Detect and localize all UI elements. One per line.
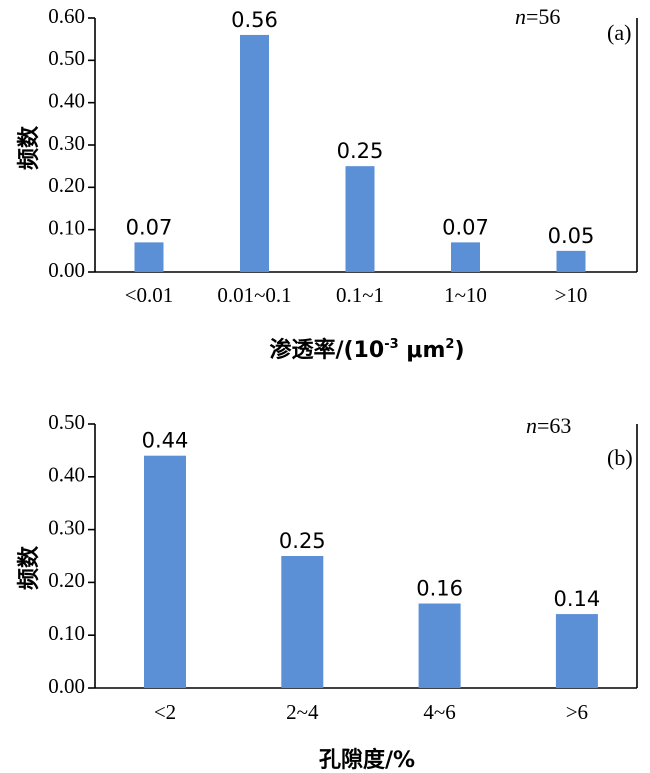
chart-b-x-axis-label: 孔隙度/% [319,747,415,773]
chart-b-x-tick-label: <2 [154,700,176,724]
chart-a-bar [345,166,375,272]
chart-b-y-tick-label: 0.10 [48,621,85,645]
chart-a-bar-value-label: 0.56 [231,8,278,32]
chart-b-y-ticks: 0.00 0.10 0.20 0.30 0.40 0.50 [48,410,95,698]
chart-b-x-tick-label: >6 [566,700,588,724]
chart-b: 0.00 0.10 0.20 0.30 0.40 0.50 0.44 0.25 0.16 0.1… [16,410,638,773]
chart-b-bar [144,455,186,688]
chart-a-x-tick-label: >10 [555,283,588,307]
chart-b-y-tick-label: 0.40 [48,463,85,487]
chart-a-y-tick-label: 0.10 [48,215,85,239]
chart-b-bars: 0.44 0.25 0.16 0.14 [142,429,601,688]
chart-a-x-tick-label: 0.01~0.1 [217,283,291,307]
chart-b-bar-value-label: 0.25 [279,529,326,553]
chart-b-x-ticks: <2 2~4 4~6 >6 [154,700,588,724]
chart-a-x-axis-label-mid: μm [399,338,446,363]
chart-a-bars: 0.07 0.56 0.25 0.07 0.05 [126,8,595,272]
chart-a-bar-value-label: 0.07 [126,215,173,239]
chart-a: 0.00 0.10 0.20 0.30 0.40 0.50 0.60 0.07 0.56 0.2… [16,4,638,363]
chart-a-panel-tag: (a) [607,20,631,45]
chart-b-sample-size-value: =63 [537,413,571,438]
chart-b-x-tick-label: 4~6 [423,700,455,724]
chart-b-y-axis-label: 频数 [16,545,42,590]
chart-b-sample-size-n: n [526,413,537,438]
chart-a-bar [134,242,164,272]
chart-a-y-tick-label: 0.60 [48,4,85,28]
chart-a-y-tick-label: 0.00 [48,258,85,282]
chart-a-bar [451,242,480,272]
chart-a-x-axis-label: 渗透率/(10-3 μm2) [269,337,464,363]
chart-b-bar-value-label: 0.16 [416,577,463,601]
chart-a-x-axis-label-end: ) [454,338,464,363]
chart-b-panel-tag: (b) [607,445,633,470]
chart-b-y-tick-label: 0.20 [48,568,85,592]
chart-a-y-tick-label: 0.30 [48,131,85,155]
chart-a-x-tick-label: 1~10 [444,283,487,307]
chart-a-y-axis-label: 频数 [16,125,42,170]
chart-b-bar-value-label: 0.14 [554,587,601,611]
chart-b-y-tick-label: 0.30 [48,515,85,539]
chart-a-x-tick-label: 0.1~1 [336,283,384,307]
chart-a-bar [556,250,586,272]
chart-b-bar [418,603,461,688]
chart-b-y-tick-label: 0.00 [48,674,85,698]
chart-a-sample-size-n: n [515,4,526,29]
chart-b-y-tick-label: 0.50 [48,410,85,434]
chart-a-x-axis-label-main: 渗透率/(10 [269,337,384,363]
chart-a-sample-size: n=56 [515,4,560,29]
chart-a-x-axis-label-sup2: 2 [445,337,454,352]
chart-a-bar-value-label: 0.05 [548,224,595,248]
chart-a-x-axis-label-sup1: -3 [384,337,398,352]
chart-a-y-tick-label: 0.40 [48,88,85,112]
chart-a-bar [240,34,269,272]
chart-a-bar-value-label: 0.07 [442,215,489,239]
chart-b-bar-value-label: 0.44 [142,429,189,453]
chart-a-y-ticks: 0.00 0.10 0.20 0.30 0.40 0.50 0.60 [48,4,95,282]
chart-a-x-tick-label: <0.01 [125,283,174,307]
chart-a-sample-size-value: =56 [526,4,560,29]
chart-a-y-tick-label: 0.20 [48,173,85,197]
chart-b-bar [281,556,324,688]
chart-a-y-tick-label: 0.50 [48,46,85,70]
chart-a-x-ticks: <0.01 0.01~0.1 0.1~1 1~10 >10 [125,283,588,307]
chart-b-sample-size: n=63 [526,413,571,438]
chart-b-x-tick-label: 2~4 [286,700,319,724]
chart-a-bar-value-label: 0.25 [337,139,384,163]
chart-b-bar [555,614,598,688]
